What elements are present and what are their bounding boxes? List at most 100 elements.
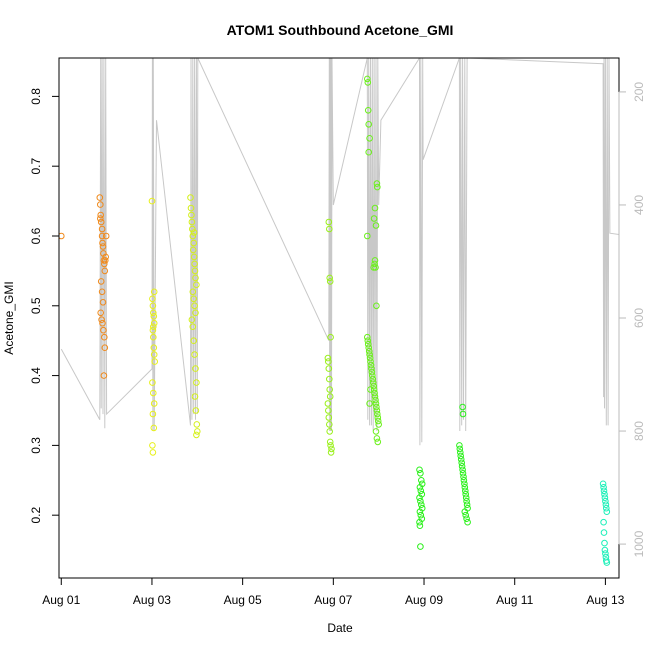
data-point bbox=[97, 201, 104, 208]
data-point bbox=[190, 239, 197, 247]
data-point bbox=[150, 313, 158, 320]
data-point bbox=[102, 257, 109, 264]
data-point bbox=[364, 333, 371, 341]
data-point bbox=[464, 518, 471, 526]
data-point bbox=[98, 288, 106, 296]
data-point bbox=[149, 449, 157, 456]
data-point bbox=[364, 107, 372, 114]
data-point bbox=[101, 260, 108, 268]
secondary-y-axis: 200 400 600 800 1000 bbox=[618, 82, 646, 557]
data-point bbox=[463, 515, 470, 523]
data-point bbox=[150, 389, 157, 397]
data-point bbox=[456, 445, 464, 453]
data-point bbox=[459, 470, 467, 477]
data-point bbox=[375, 421, 383, 428]
secondary-y-tick-label: 200 bbox=[632, 82, 646, 102]
x-axis-label: Date bbox=[327, 621, 353, 635]
data-point bbox=[189, 232, 197, 240]
data-point bbox=[189, 246, 197, 254]
data-point bbox=[459, 410, 467, 418]
pressure-trajectory-line bbox=[60, 58, 619, 446]
data-point bbox=[373, 435, 381, 442]
data-point bbox=[364, 79, 372, 86]
data-point bbox=[324, 354, 332, 362]
data-point bbox=[367, 386, 374, 393]
data-point bbox=[417, 511, 425, 519]
data-point bbox=[326, 438, 334, 446]
data-point bbox=[150, 344, 158, 352]
data-point bbox=[366, 351, 373, 358]
secondary-y-tick-label: 1000 bbox=[632, 530, 646, 557]
data-point bbox=[97, 309, 104, 317]
data-point bbox=[97, 278, 105, 285]
data-point bbox=[602, 497, 609, 505]
data-point bbox=[371, 260, 378, 268]
data-point bbox=[101, 344, 109, 352]
y-tick-label: 0.8 bbox=[29, 88, 43, 105]
data-point bbox=[149, 302, 157, 310]
data-point bbox=[188, 211, 195, 219]
data-point bbox=[417, 487, 425, 495]
x-tick-label: Aug 03 bbox=[133, 593, 171, 607]
data-point bbox=[365, 121, 373, 128]
data-point bbox=[365, 148, 373, 156]
data-point bbox=[101, 267, 109, 275]
data-point bbox=[150, 424, 158, 432]
data-point bbox=[97, 215, 104, 222]
data-point bbox=[602, 501, 610, 509]
data-point bbox=[459, 466, 466, 474]
series-0 bbox=[59, 194, 110, 379]
trajectory-layer bbox=[60, 58, 619, 446]
data-point bbox=[326, 274, 334, 282]
data-point bbox=[367, 358, 374, 365]
data-point bbox=[371, 257, 379, 264]
x-tick-label: Aug 07 bbox=[314, 593, 352, 607]
data-point bbox=[194, 428, 201, 435]
data-point bbox=[327, 449, 335, 456]
data-point bbox=[187, 204, 195, 212]
data-point bbox=[149, 295, 156, 303]
data-point bbox=[458, 463, 466, 470]
y-tick-label: 0.2 bbox=[29, 507, 43, 524]
data-point bbox=[373, 302, 380, 310]
series-1 bbox=[148, 197, 158, 456]
data-point bbox=[374, 417, 382, 425]
data-point bbox=[462, 487, 469, 495]
data-point bbox=[326, 421, 333, 428]
x-tick-label: Aug 11 bbox=[496, 593, 533, 607]
data-point bbox=[325, 407, 332, 414]
data-point bbox=[364, 337, 372, 345]
data-point bbox=[372, 400, 380, 407]
data-point bbox=[461, 508, 469, 516]
chart-title: ATOM1 Southbound Acetone_GMI bbox=[227, 22, 454, 38]
data-point bbox=[59, 232, 65, 240]
data-point bbox=[189, 323, 197, 331]
data-point bbox=[326, 393, 334, 400]
data-point bbox=[193, 431, 200, 439]
data-point bbox=[149, 326, 157, 334]
data-point bbox=[98, 316, 105, 324]
data-point bbox=[99, 243, 107, 250]
points-layer bbox=[59, 75, 611, 566]
data-point bbox=[190, 337, 197, 345]
x-tick-label: Aug 05 bbox=[224, 593, 262, 607]
secondary-y-tick-label: 800 bbox=[632, 421, 646, 441]
data-point bbox=[150, 351, 158, 358]
data-point bbox=[602, 550, 609, 557]
data-point bbox=[601, 539, 608, 547]
data-point bbox=[368, 368, 376, 376]
data-point bbox=[98, 232, 106, 240]
data-point bbox=[150, 333, 157, 341]
secondary-y-tick-label: 400 bbox=[632, 195, 646, 215]
data-point bbox=[461, 480, 468, 488]
data-point bbox=[463, 497, 470, 505]
data-point bbox=[416, 494, 423, 502]
data-point bbox=[187, 194, 194, 201]
data-point bbox=[417, 470, 424, 477]
data-point bbox=[326, 428, 334, 435]
data-point bbox=[150, 319, 158, 327]
data-point bbox=[191, 260, 198, 268]
series-6 bbox=[599, 480, 611, 566]
data-point bbox=[600, 484, 607, 491]
data-point bbox=[149, 379, 156, 386]
